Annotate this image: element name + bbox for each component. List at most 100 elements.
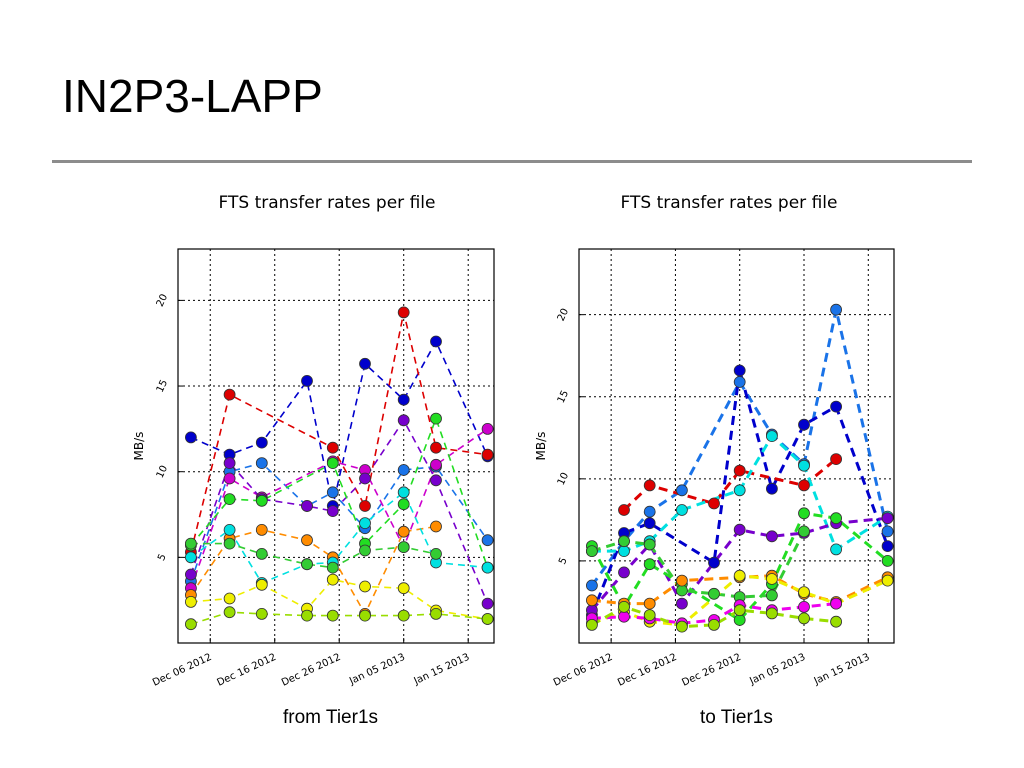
data-point-s6-2: [643, 538, 656, 551]
data-point-s1-4: [397, 306, 410, 319]
data-point-s7-5: [359, 517, 371, 530]
data-point-s0-3: [675, 484, 688, 497]
data-point-s1-2: [643, 517, 656, 530]
data-point-s3-7: [830, 543, 843, 556]
x-tick-label: Jan 05 2013: [347, 652, 407, 688]
data-point-s10-7: [798, 612, 810, 625]
data-point-s10-2: [643, 609, 656, 622]
data-point-s9-7: [798, 600, 810, 613]
data-point-s0-2: [255, 436, 268, 449]
x-tick-label: Dec 26 2012: [280, 652, 343, 689]
data-point-s4-0: [185, 568, 197, 581]
slide-title: IN2P3-LAPP: [62, 70, 323, 122]
data-point-s3-3: [675, 504, 688, 516]
data-point-s6-7: [430, 520, 442, 533]
y-tick-label: 20: [556, 307, 571, 323]
data-point-s7-3: [675, 574, 688, 587]
series-line-4: [190, 419, 489, 604]
x-tick-label: Jan 15 2013: [412, 652, 472, 688]
series-line-10: [190, 611, 488, 625]
data-point-s6-6: [765, 589, 778, 602]
data-point-s2-5: [830, 453, 843, 466]
data-point-s10-7: [430, 607, 442, 620]
data-point-s10-8: [830, 615, 843, 628]
chart-from-tier1s: FTS transfer rates per file 5 10 15 20 Dec 06…: [132, 193, 495, 689]
y-tick-label: 20: [155, 293, 170, 309]
data-point-s8-5: [359, 544, 371, 557]
caption-to-tier1s: to Tier1s: [700, 707, 773, 728]
data-point-s4-6: [397, 414, 410, 427]
data-point-s9-1: [223, 592, 236, 605]
data-point-s1-5: [765, 482, 778, 495]
data-point-s6-3: [301, 534, 313, 547]
data-point-s10-6: [397, 609, 410, 622]
data-point-s8-8: [881, 574, 894, 587]
data-point-s6-0: [586, 545, 598, 558]
data-point-s4-7: [430, 474, 442, 487]
data-point-s8-1: [223, 537, 236, 550]
data-point-s1-1: [223, 388, 236, 401]
data-point-s7-0: [185, 551, 197, 564]
data-point-s4-1: [618, 566, 630, 579]
data-point-s0-2: [643, 505, 656, 518]
data-point-s1-8: [881, 540, 894, 553]
x-tick-label: Dec 06 2012: [151, 652, 214, 689]
data-point-s0-7: [430, 335, 442, 348]
data-point-s5-6: [430, 412, 442, 425]
x-tick-label: Jan 05 2013: [747, 652, 807, 688]
y-tick-label: 10: [155, 464, 170, 480]
data-point-s10-1: [618, 600, 630, 613]
data-point-s3-1: [223, 472, 236, 485]
data-point-s10-0: [586, 618, 598, 631]
data-point-s7-6: [397, 486, 410, 499]
data-point-s3-4: [733, 484, 746, 497]
x-tick-label: Dec 26 2012: [680, 652, 743, 689]
data-point-s7-2: [643, 597, 656, 610]
data-point-s0-5: [359, 357, 371, 370]
data-point-s1-6: [798, 418, 810, 431]
y-axis-label: MB/s: [132, 432, 146, 461]
data-point-s8-4: [326, 561, 339, 574]
data-point-s9-8: [830, 597, 843, 610]
data-point-s0-3: [301, 374, 313, 387]
data-point-s7-8: [481, 561, 494, 574]
data-point-s10-6: [765, 607, 778, 620]
data-point-s2-0: [618, 504, 630, 516]
title-divider: [52, 160, 972, 163]
data-point-s8-0: [185, 537, 197, 550]
data-point-s2-1: [643, 479, 656, 492]
data-point-s9-6: [397, 582, 410, 595]
data-point-s4-8: [481, 597, 494, 610]
data-point-s1-2: [326, 441, 339, 454]
data-point-s10-4: [708, 618, 720, 631]
data-point-s5-1: [223, 493, 236, 506]
y-tick-label: 10: [556, 471, 571, 487]
series-line-9: [190, 578, 488, 620]
data-point-s4-1: [223, 457, 236, 470]
data-point-s4-3: [675, 597, 688, 610]
data-point-s0-0: [185, 431, 197, 444]
data-point-s2-4: [798, 479, 810, 492]
x-tick-label: Dec 06 2012: [552, 652, 615, 689]
data-point-s5-2: [643, 558, 656, 571]
chart-title: FTS transfer rates per file: [621, 193, 838, 213]
data-point-s4-4: [326, 505, 339, 518]
y-tick-label: 15: [556, 389, 571, 405]
data-point-s8-7: [430, 547, 442, 560]
data-point-s5-3: [326, 457, 339, 470]
data-point-s9-5: [359, 580, 371, 593]
data-point-s6-2: [255, 523, 268, 536]
data-point-s1-3: [359, 500, 371, 512]
x-tick-label: Jan 15 2013: [812, 652, 872, 688]
data-point-s10-0: [185, 618, 197, 631]
x-tick-label: Dec 16 2012: [215, 652, 278, 689]
data-point-s6-7: [798, 525, 810, 538]
data-point-s10-5: [733, 604, 746, 617]
data-point-s5-5: [397, 498, 410, 511]
data-point-s10-2: [255, 607, 268, 620]
series-line-1: [590, 369, 890, 616]
data-point-s0-7: [830, 303, 843, 316]
data-point-s3-1: [618, 545, 630, 558]
data-point-s0-6: [397, 393, 410, 406]
data-point-s1-4: [733, 364, 746, 377]
